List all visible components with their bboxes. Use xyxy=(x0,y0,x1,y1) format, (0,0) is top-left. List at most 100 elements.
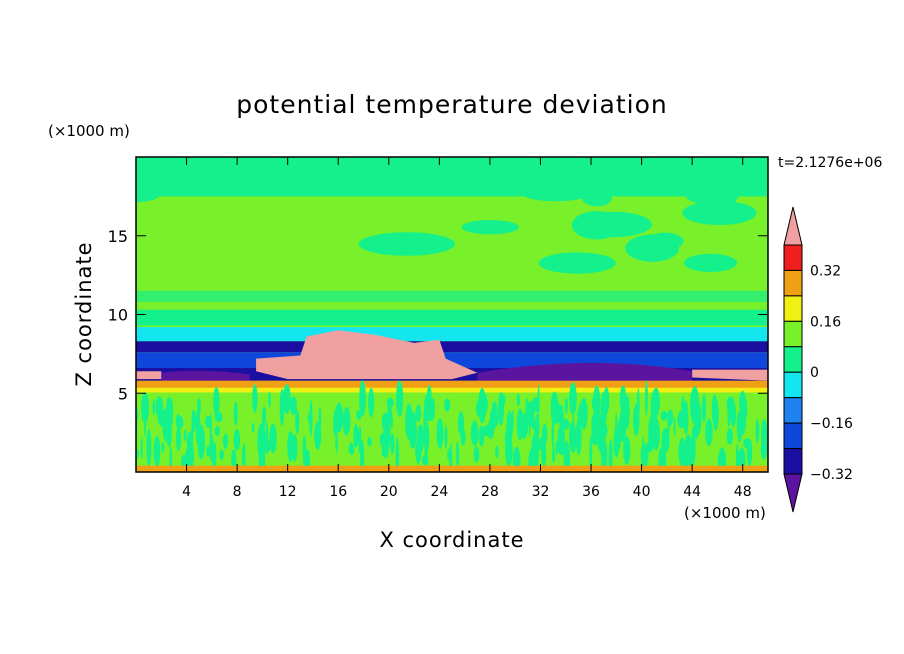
field-turbulence-cell xyxy=(233,429,241,451)
field-turbulence-cell xyxy=(473,446,480,463)
field-turbulence-cell xyxy=(576,434,582,453)
field-turbulence-cell xyxy=(478,387,487,424)
field-cyan-band xyxy=(136,327,768,342)
field-surface-layer xyxy=(136,465,768,472)
field-turbulence-cell xyxy=(175,415,184,429)
colorbar-label: 0.32 xyxy=(810,263,841,279)
field-turbulence-cell xyxy=(136,448,140,459)
field-turbulence-cell xyxy=(342,406,351,435)
colorbar-cell xyxy=(783,320,803,348)
field-turbulence-cell xyxy=(335,433,338,454)
field-turbulence-cell xyxy=(613,426,620,458)
field-turbulence-cell xyxy=(424,448,427,464)
field-warm-core xyxy=(692,369,768,381)
field-turbulence-cell xyxy=(470,420,479,446)
colorbar-cell xyxy=(783,448,803,475)
field-cold-band xyxy=(136,341,768,353)
field-turbulence-cell xyxy=(168,398,174,428)
x-tick-label: 48 xyxy=(734,484,752,500)
field-turbulence-cell xyxy=(673,417,676,437)
field-turbulence-cell xyxy=(381,441,384,458)
field-turbulence-cell xyxy=(569,382,577,415)
field-upper-patch xyxy=(683,253,737,272)
field-turbulence-cell xyxy=(318,406,322,432)
x-axis: 4 8 12 16 20 24 28 32 36 40 44 48 xyxy=(182,157,752,500)
field-turbulence-cell xyxy=(358,425,362,454)
field-turbulence-cell xyxy=(146,428,152,467)
colorbar-cell xyxy=(783,397,803,424)
field-turbulence-cell xyxy=(735,443,739,472)
field-turbulence-cell xyxy=(219,449,224,461)
field-turbulence-cell xyxy=(516,408,524,441)
field-turbulence-cell xyxy=(528,401,531,438)
x-tick-label: 44 xyxy=(683,484,701,500)
field-turbulence-cell xyxy=(658,446,667,472)
field-turbulence-cell xyxy=(415,404,422,422)
field-turbulence-cell xyxy=(190,426,194,445)
colorbar-cell xyxy=(783,269,803,297)
field-turbulence-cell xyxy=(525,397,529,433)
field-turbulence-cell xyxy=(262,406,266,430)
x-tick-label: 32 xyxy=(532,484,550,500)
field-turbulence-cell xyxy=(309,400,313,438)
field-turbulence-cell xyxy=(288,442,293,461)
field-turbulence-cell xyxy=(531,419,537,431)
field-top-band xyxy=(136,157,768,197)
field-turbulence-cell xyxy=(746,438,753,467)
field-turbulence-cell xyxy=(356,409,362,420)
field-turbulence-cell xyxy=(252,384,258,413)
field-turbulence-cell xyxy=(667,409,671,434)
field-turbulence-cell xyxy=(717,453,726,470)
field-turbulence-cell xyxy=(209,433,214,462)
x-tick-label: 36 xyxy=(582,484,600,500)
y-unit-label: (×1000 m) xyxy=(48,122,130,140)
field-turbulence-cell xyxy=(578,403,583,420)
field-turbulence-cell xyxy=(153,435,161,467)
field-turbulence-cell xyxy=(141,392,149,424)
field-turbulence-cell xyxy=(213,386,220,417)
field-yellow-stripe xyxy=(136,387,768,393)
field-turbulence-cell xyxy=(600,391,608,426)
y-axis-label: Z coordinate xyxy=(72,241,96,386)
field-turbulence-cell xyxy=(436,417,444,449)
field-turbulence-cell xyxy=(426,384,432,410)
colorbar-label: 0 xyxy=(810,365,819,381)
field-turbulence-cell xyxy=(241,443,246,472)
field-turbulence-cell xyxy=(591,395,600,410)
field-turbulence-cell xyxy=(677,410,686,429)
field-upper-patch xyxy=(582,189,612,207)
field-turbulence-cell xyxy=(661,427,670,453)
field-warm-core xyxy=(256,330,478,380)
field-upper-patch xyxy=(685,186,740,205)
field-turbulence-cell xyxy=(258,435,264,458)
colorbar-extend-min xyxy=(783,473,803,513)
field-turbulence-cell xyxy=(186,438,192,472)
y-tick-label: 5 xyxy=(118,384,128,403)
field-turbulence-cell xyxy=(289,396,298,416)
field-turbulence-cell xyxy=(615,412,618,439)
field-turbulence-cell xyxy=(691,425,696,447)
field-upper-patch xyxy=(682,201,757,226)
y-axis: 5 10 15 xyxy=(108,227,768,403)
field-turbulence-cell xyxy=(443,398,451,412)
field-turbulence-cell xyxy=(166,419,172,447)
field-turbulence-cell xyxy=(191,409,197,432)
field-turbulence-cell xyxy=(268,391,271,408)
field-turbulence-cell xyxy=(381,412,390,432)
field-turbulence-cell xyxy=(512,446,521,472)
colorbar-cell xyxy=(783,346,803,373)
field-turbulence-cell xyxy=(495,445,499,459)
field-turbulence-cell xyxy=(701,393,707,423)
field-turbulence-cell xyxy=(144,413,147,438)
field-turbulence-cell xyxy=(483,424,492,437)
field-turbulence-cell xyxy=(727,406,731,428)
field-turbulence-cell xyxy=(619,385,627,413)
field-turbulence-cell xyxy=(447,448,450,461)
field-turbulence-cell xyxy=(557,425,566,456)
field-turbulence-cell xyxy=(505,435,513,466)
field-turbulence-cell xyxy=(152,398,156,416)
x-tick-label: 4 xyxy=(182,484,191,500)
colorbar-cell xyxy=(783,295,803,322)
field-turbulence-cell xyxy=(516,393,521,407)
